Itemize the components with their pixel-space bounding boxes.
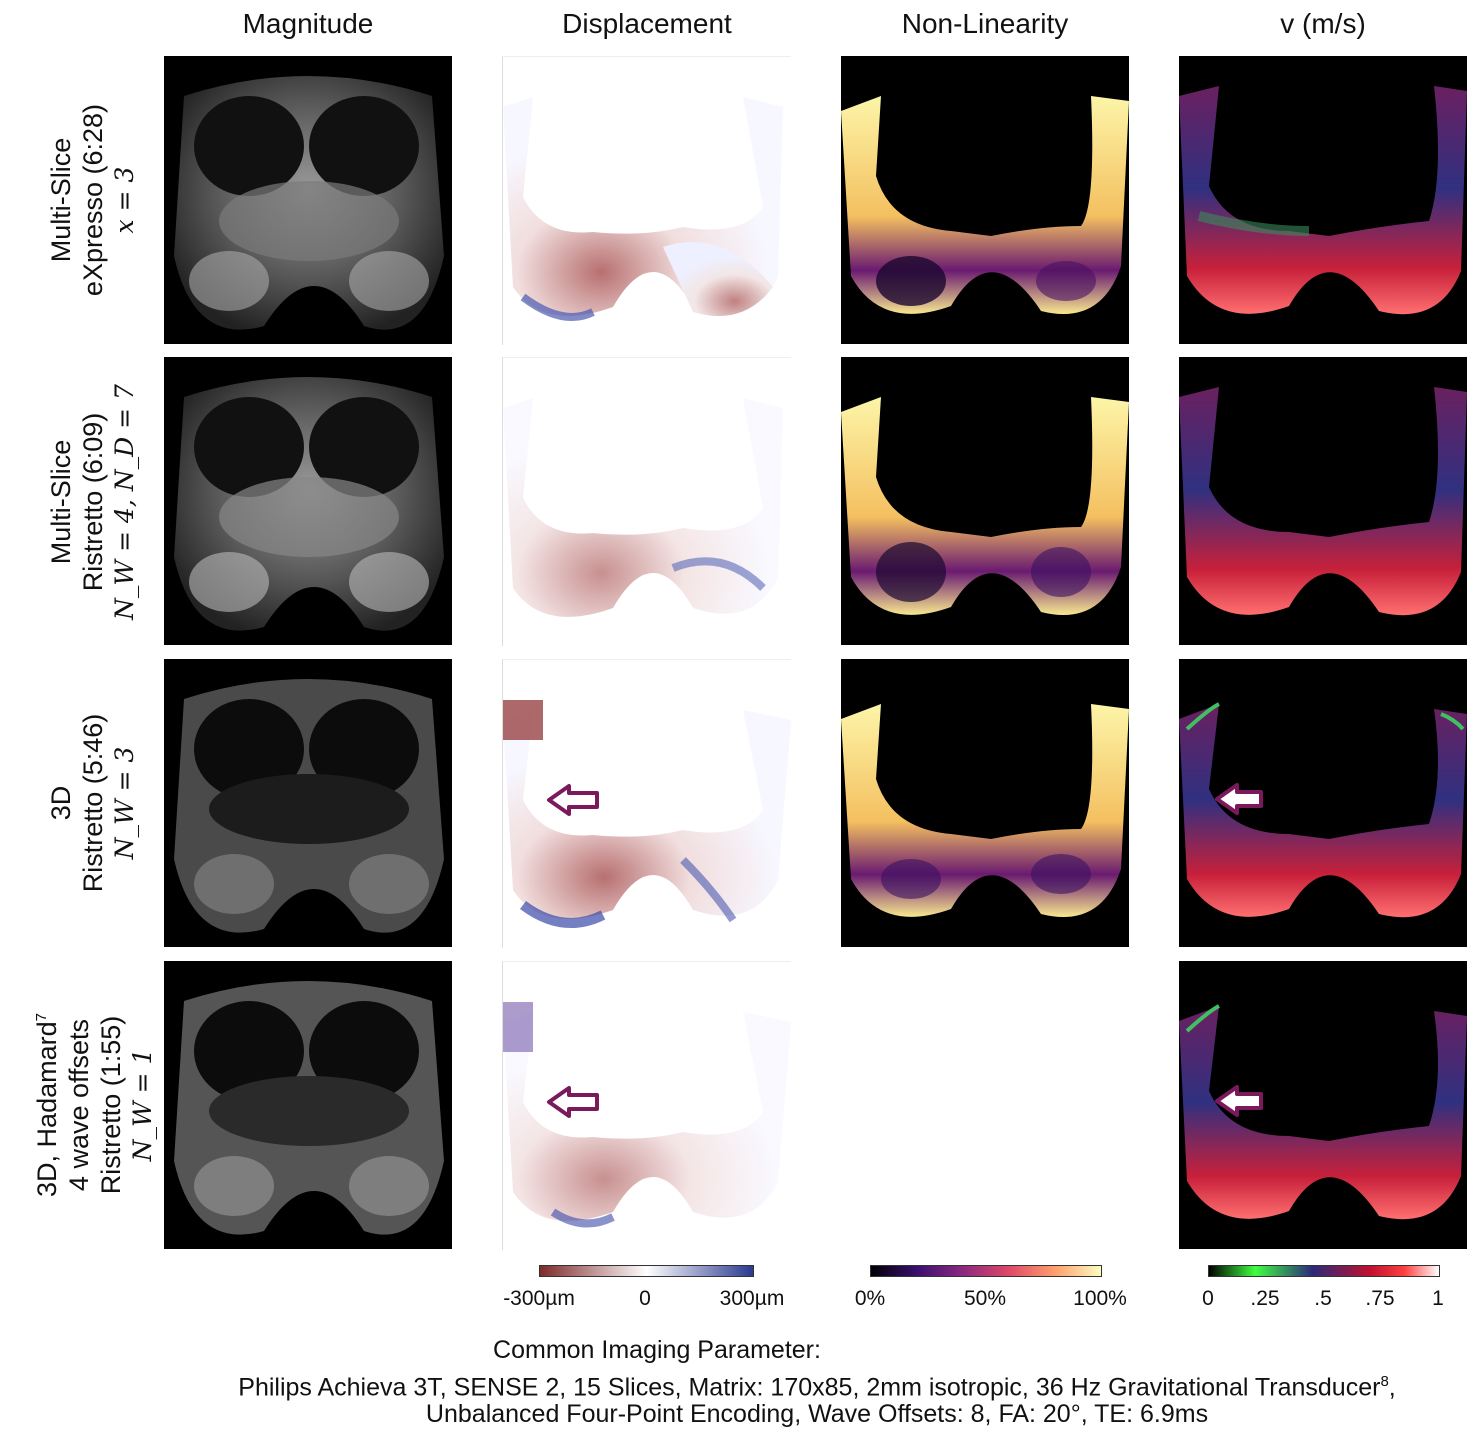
nonlinearity-colorbar bbox=[870, 1265, 1102, 1277]
row-label-4-line0-text: 3D, Hadamard bbox=[31, 1021, 62, 1197]
displacement-colorbar bbox=[539, 1265, 754, 1277]
displacement-map-row2 bbox=[502, 357, 791, 646]
column-header-nonlinearity: Non-Linearity bbox=[901, 8, 1069, 39]
column-header-magnitude: Magnitude bbox=[242, 8, 374, 39]
row-label-4: 3D, Hadamard7 4 wave offsets Ristretto (… bbox=[32, 940, 157, 1270]
row-label-2-line2: Ristretto (6:09) bbox=[78, 412, 108, 592]
nonlinearity-tick-50: 50% bbox=[963, 1287, 1007, 1310]
displacement-tick-min: -300µm bbox=[503, 1287, 575, 1310]
velocity-map-row1 bbox=[1179, 56, 1467, 344]
displacement-tick-zero: 0 bbox=[639, 1287, 651, 1310]
magnitude-image-row3 bbox=[164, 659, 452, 947]
row-label-3: 3D Ristretto (5:46) N_W = 3 bbox=[43, 653, 143, 953]
displacement-tick-max: 300µm bbox=[719, 1287, 785, 1310]
row-label-1: Multi-Slice eXpresso (6:28) x = 3 bbox=[43, 50, 143, 350]
displacement-map-row4 bbox=[502, 961, 791, 1250]
annotation-arrow-icon bbox=[1215, 1085, 1263, 1117]
row-label-4-line0: 3D, Hadamard7 bbox=[26, 1013, 63, 1197]
row-label-1-line1: Multi-Slice bbox=[46, 137, 76, 263]
velocity-map-row3 bbox=[1179, 659, 1467, 947]
row-label-3-line2: Ristretto (5:46) bbox=[78, 713, 108, 893]
annotation-arrow-icon bbox=[1215, 783, 1263, 815]
caption-line2-end: , bbox=[1388, 1373, 1396, 1402]
caption-footnote: 8 bbox=[1380, 1373, 1389, 1390]
row-label-2: Multi-Slice Ristretto (6:09) N_W = 4, N_… bbox=[43, 352, 143, 652]
caption-line3: Unbalanced Four-Point Encoding, Wave Off… bbox=[425, 1400, 1209, 1428]
magnitude-image-row4 bbox=[164, 961, 452, 1249]
magnitude-image-row2 bbox=[164, 357, 452, 645]
column-header-velocity: v (m/s) bbox=[1280, 8, 1366, 39]
velocity-map-row4 bbox=[1179, 961, 1467, 1249]
caption-line2: Philips Achieva 3T, SENSE 2, 15 Slices, … bbox=[80, 1366, 1474, 1403]
nonlinearity-tick-0: 0% bbox=[854, 1287, 886, 1310]
nonlinearity-map-row1 bbox=[841, 56, 1129, 344]
displacement-map-row1 bbox=[502, 56, 791, 345]
velocity-colorbar bbox=[1208, 1265, 1440, 1277]
annotation-arrow-icon bbox=[547, 1086, 599, 1118]
row-label-1-line2: eXpresso (6:28) bbox=[78, 103, 108, 297]
row-label-3-line1: 3D bbox=[46, 785, 76, 821]
velocity-tick-1: 1 bbox=[1432, 1287, 1444, 1310]
velocity-tick-05: .5 bbox=[1314, 1287, 1332, 1310]
velocity-map-row2 bbox=[1179, 357, 1467, 645]
row-label-4-line1: 4 wave offsets bbox=[63, 1018, 94, 1192]
row-label-2-line1: Multi-Slice bbox=[46, 439, 76, 565]
annotation-arrow-icon bbox=[547, 784, 599, 816]
row-label-4-footnote: 7 bbox=[32, 1013, 50, 1022]
row-label-1-line3: x = 3 bbox=[110, 166, 139, 234]
column-header-displacement: Displacement bbox=[562, 8, 732, 39]
velocity-tick-025: .25 bbox=[1250, 1287, 1280, 1310]
row-label-2-line3: N_W = 4, N_D = 7 bbox=[110, 384, 139, 620]
displacement-map-row3 bbox=[502, 659, 791, 948]
nonlinearity-tick-100: 100% bbox=[1073, 1287, 1127, 1310]
caption-line2-text: Philips Achieva 3T, SENSE 2, 15 Slices, … bbox=[238, 1373, 1381, 1402]
row-label-4-line3: N_W = 1 bbox=[127, 1048, 157, 1162]
magnitude-image-row1 bbox=[164, 56, 452, 344]
row-label-4-line2: Ristretto (1:55) bbox=[95, 1015, 126, 1195]
nonlinearity-map-row2 bbox=[841, 357, 1129, 645]
velocity-tick-075: .75 bbox=[1365, 1287, 1395, 1310]
caption-line1: Common Imaging Parameter: bbox=[493, 1336, 821, 1364]
row-label-3-line3: N_W = 3 bbox=[110, 746, 139, 860]
velocity-tick-0: 0 bbox=[1202, 1287, 1214, 1310]
nonlinearity-map-row3 bbox=[841, 659, 1129, 947]
